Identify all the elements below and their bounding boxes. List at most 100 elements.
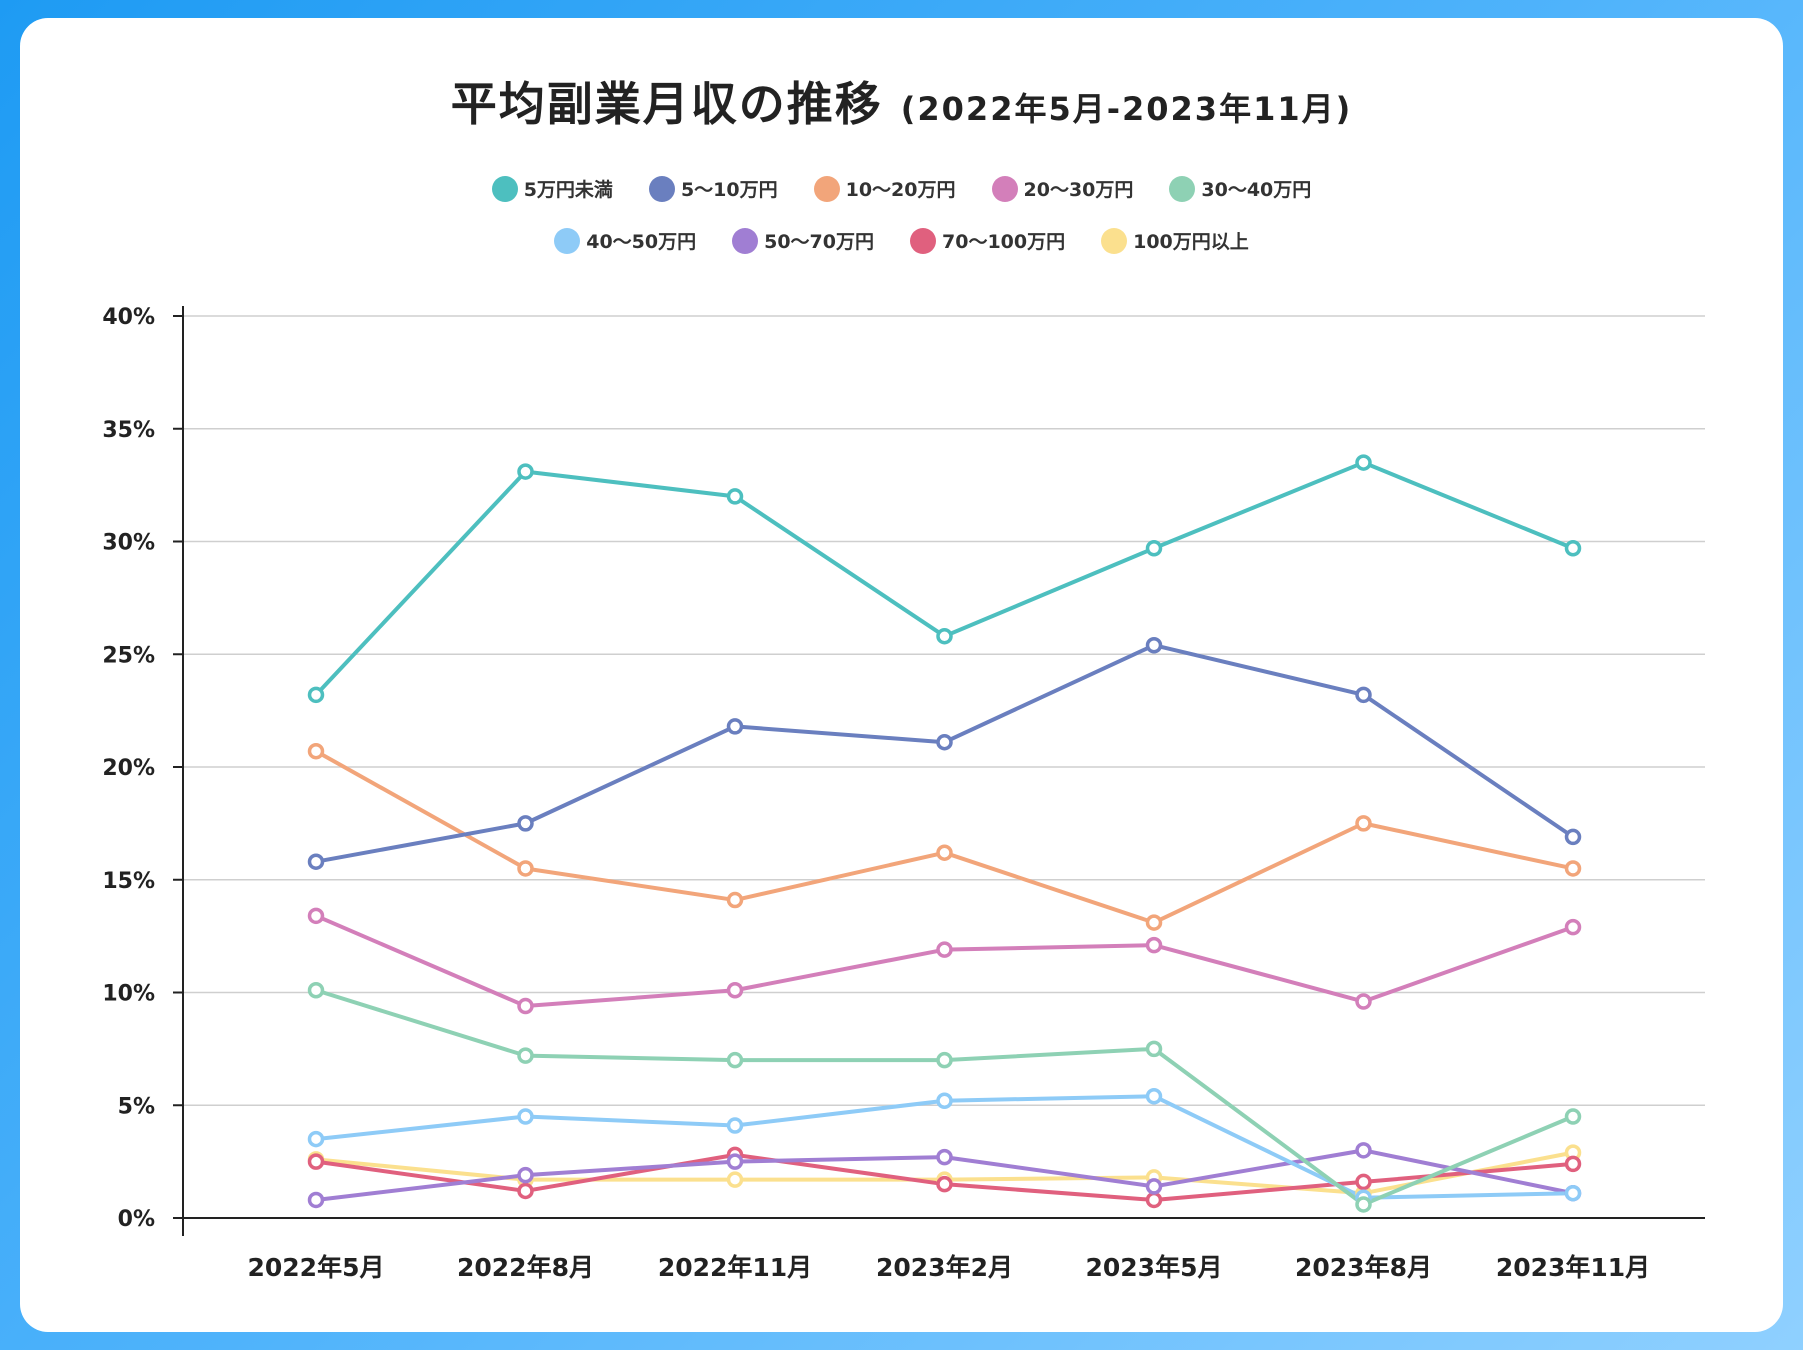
data-point	[726, 981, 744, 999]
data-point	[517, 1182, 534, 1200]
y-tick-label: 25%	[102, 643, 155, 668]
legend-label: 40〜50万円	[586, 231, 697, 253]
legend-label: 30〜40万円	[1201, 179, 1312, 201]
legend-label: 100万円以上	[1133, 231, 1249, 253]
data-point	[517, 1166, 534, 1184]
data-point	[936, 1092, 953, 1109]
data-point	[307, 686, 325, 704]
legend-row-1: 5万円未満 5〜10万円 10〜20万円 20〜30万円 30〜40万円	[0, 175, 1803, 202]
data-point	[1145, 1087, 1163, 1105]
data-point	[1145, 636, 1163, 654]
x-tick-label: 2023年2月	[876, 1253, 1013, 1282]
chart-title: 平均副業月収の推移 (2022年5月-2023年11月)	[0, 68, 1803, 134]
x-tick-label: 2022年8月	[457, 1253, 594, 1282]
x-tick-label: 2023年11月	[1496, 1253, 1650, 1282]
data-point	[1145, 914, 1163, 931]
data-point	[517, 997, 534, 1015]
data-point	[726, 718, 744, 735]
legend-swatch	[991, 175, 1018, 202]
y-tick-label: 20%	[102, 756, 155, 781]
legend-swatch	[732, 227, 759, 254]
data-point	[1564, 860, 1582, 877]
legend-item[interactable]: 50〜70万円	[732, 227, 874, 254]
data-point	[936, 1175, 953, 1193]
data-point	[1355, 686, 1372, 704]
y-tick-label: 15%	[102, 869, 155, 894]
legend-label: 20〜30万円	[1023, 179, 1134, 201]
data-point	[517, 815, 534, 832]
data-point	[1355, 1196, 1372, 1213]
data-point	[1145, 1178, 1163, 1195]
data-point	[1564, 828, 1582, 846]
data-point	[1355, 1142, 1372, 1159]
series-line	[314, 460, 1574, 697]
x-tick-label: 2023年8月	[1295, 1253, 1432, 1282]
legend-item[interactable]: 70〜100万円	[910, 227, 1065, 254]
data-point	[1145, 936, 1163, 954]
legend-item[interactable]: 20〜30万円	[991, 175, 1134, 202]
data-point	[1145, 540, 1163, 557]
data-point	[936, 733, 953, 751]
legend-item[interactable]: 40〜50万円	[554, 227, 696, 254]
data-point	[1145, 1191, 1163, 1209]
legend-label: 10〜20万円	[845, 179, 956, 201]
legend-swatch	[554, 227, 581, 254]
data-point	[1564, 1108, 1582, 1125]
data-point	[1355, 1173, 1372, 1191]
data-point	[1145, 1040, 1163, 1058]
legend-item[interactable]: 5万円未満	[491, 175, 613, 202]
legend-label: 70〜100万円	[942, 231, 1066, 253]
data-point	[307, 853, 325, 870]
y-tick-label: 5%	[118, 1094, 155, 1119]
data-point	[936, 1051, 953, 1069]
data-point	[517, 860, 534, 877]
legend-swatch	[910, 227, 936, 254]
series-line	[315, 749, 1574, 925]
data-point	[726, 1153, 744, 1170]
data-point	[1564, 1184, 1582, 1202]
data-point	[307, 907, 325, 925]
legend-swatch	[648, 175, 675, 202]
legend-item[interactable]: 5〜10万円	[648, 175, 778, 202]
chart-card	[20, 18, 1783, 1332]
legend-row-2: 40〜50万円 50〜70万円 70〜100万円 100万円以上	[0, 227, 1803, 254]
y-tick-label: 10%	[102, 982, 155, 1007]
y-tick-label: 35%	[102, 418, 155, 443]
legend-label: 5〜10万円	[680, 179, 778, 201]
data-point	[936, 627, 953, 645]
legend-swatch	[1101, 227, 1128, 254]
legend-swatch	[813, 175, 840, 202]
title-subtitle: (2022年5月-2023年11月)	[900, 90, 1353, 128]
data-point	[726, 1051, 744, 1069]
data-point	[517, 463, 534, 480]
data-point	[936, 941, 953, 958]
legend-item[interactable]: 10〜20万円	[813, 175, 956, 202]
data-point	[1355, 454, 1372, 471]
legend-item[interactable]: 100万円以上	[1101, 227, 1249, 254]
title-main: 平均副業月収の推移	[450, 77, 883, 131]
data-point	[726, 891, 744, 909]
data-point	[1355, 815, 1372, 832]
data-point	[307, 1153, 325, 1170]
data-point	[307, 981, 325, 999]
data-point	[726, 488, 744, 505]
data-point	[726, 1117, 744, 1134]
data-point	[936, 1148, 953, 1166]
x-tick-label: 2022年11月	[658, 1253, 812, 1282]
data-point	[726, 1171, 744, 1188]
y-tick-label: 40%	[102, 305, 155, 330]
data-point	[307, 1191, 325, 1209]
data-point	[936, 844, 953, 861]
legend-label: 5万円未満	[523, 179, 613, 201]
legend-item[interactable]: 30〜40万円	[1169, 175, 1311, 202]
legend-swatch	[491, 175, 518, 202]
data-point	[1355, 993, 1372, 1010]
y-tick-label: 0%	[118, 1207, 155, 1232]
data-point	[307, 1130, 325, 1148]
data-point	[517, 1047, 534, 1064]
legend-label: 50〜70万円	[764, 231, 874, 253]
y-tick-label: 30%	[102, 531, 155, 556]
legend-swatch	[1169, 175, 1196, 202]
x-tick-label: 2023年5月	[1086, 1253, 1223, 1282]
